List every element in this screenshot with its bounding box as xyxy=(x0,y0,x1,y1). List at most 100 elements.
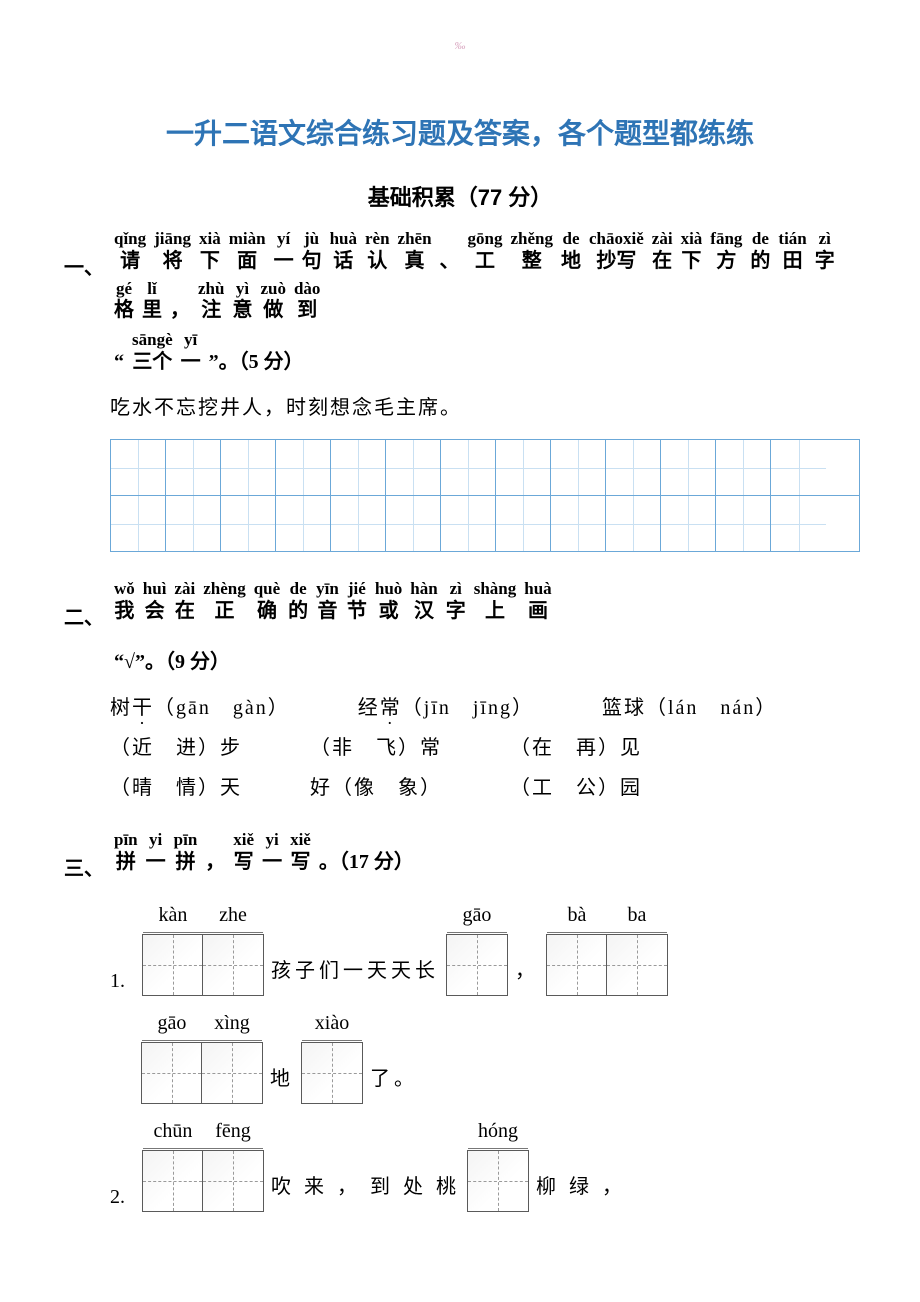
choice-item: （晴 情）天 xyxy=(110,773,242,803)
ruby-unit: fāng方 xyxy=(710,230,742,274)
tzg-cell xyxy=(661,496,716,551)
tzg-cell xyxy=(607,935,667,995)
ruby-unit: huà画 xyxy=(524,580,551,624)
tzg-cell xyxy=(276,440,331,495)
ruby-unit: rèn认 xyxy=(365,230,390,274)
tzg-cell xyxy=(547,935,607,995)
ruby-unit: wǒ我 xyxy=(114,580,135,624)
question-text: 柳 绿 ， xyxy=(536,1172,626,1202)
choice-item: 篮球（lán nán） xyxy=(602,693,777,723)
ruby-unit: zì字 xyxy=(815,230,835,274)
pinyin-box: chūnfēng xyxy=(142,1116,264,1212)
question-line: 1.kànzhe孩子们一天天长gāo，bàba xyxy=(110,900,860,996)
tzg-cell xyxy=(551,440,606,495)
tzg-cell xyxy=(496,496,551,551)
tzg-cell xyxy=(276,496,331,551)
question-line: gāoxìng地xiào了。 xyxy=(110,1008,860,1104)
tzg-cell xyxy=(716,496,771,551)
section-1-sentence: 吃水不忘挖井人，时刻想念毛主席。 xyxy=(110,393,860,423)
ruby-unit: x， xyxy=(170,280,190,324)
tzg-cell xyxy=(202,1043,262,1103)
pinyin-label: gāo xyxy=(142,1008,202,1040)
ruby-unit: yì意 xyxy=(232,280,252,324)
ruby-unit: pīn拼 xyxy=(174,831,198,875)
section-2-heading: wǒ我huì会zài在zhèng正què确de的yīn音jié节huò或hàn汉… xyxy=(110,580,855,630)
tzg-cell xyxy=(606,440,661,495)
tzg-cell xyxy=(606,496,661,551)
ruby-unit: x， xyxy=(205,831,225,875)
ruby-unit: tián田 xyxy=(778,230,806,274)
ruby-unit: jù句 xyxy=(302,230,322,274)
pinyin-label: kàn xyxy=(143,900,203,932)
ruby-unit: shàng上 xyxy=(474,580,517,624)
ruby-unit: x、 xyxy=(440,230,460,274)
section-1-label: x一、 xyxy=(60,230,110,383)
choice-row: （近 进）步（非 飞）常（在 再）见 xyxy=(110,733,860,763)
pinyin-label: xìng xyxy=(202,1008,262,1040)
tianzige-grid xyxy=(60,439,860,552)
ruby-unit: zhēn真 xyxy=(398,230,432,274)
choice-item: 经常（jīn jīng） xyxy=(358,693,534,723)
tzg-cell xyxy=(221,496,276,551)
ruby-unit: zhù注 xyxy=(198,280,224,324)
pinyin-box: hóng xyxy=(467,1116,529,1212)
choice-item: （近 进）步 xyxy=(110,733,242,763)
pinyin-label: bà xyxy=(547,900,607,932)
ruby-unit: lǐ里 xyxy=(142,280,162,324)
page-subtitle: 基础积累（77 分） xyxy=(60,180,860,212)
choice-item: 好（像 象） xyxy=(310,773,442,803)
ruby-unit: gōng工 xyxy=(468,230,503,274)
pinyin-label: chūn xyxy=(143,1116,203,1148)
ruby-unit: de的 xyxy=(750,230,770,274)
tzg-cell xyxy=(661,440,716,495)
choice-item: （工 公）园 xyxy=(510,773,642,803)
question-2: 2. chūnfēng吹 来 ， 到 处 桃hóng柳 绿 ， xyxy=(60,1116,860,1212)
tzg-cell xyxy=(302,1043,362,1103)
tzg-cell xyxy=(143,1151,203,1211)
tzg-cell xyxy=(496,440,551,495)
tzg-cell xyxy=(331,440,386,495)
choice-row: 树干（gān gàn） 经常（jīn jīng） 篮球（lán nán） xyxy=(110,693,860,723)
section-2-tail: x“√”。（9 分） xyxy=(110,632,855,682)
tzg-cell xyxy=(447,935,507,995)
ruby-unit: de的 xyxy=(288,580,308,624)
tzg-cell xyxy=(441,496,496,551)
tzg-cell xyxy=(203,935,263,995)
choice-item: 树干（gān gàn） xyxy=(110,693,290,723)
pinyin-label: ba xyxy=(607,900,667,932)
ruby-unit: què确 xyxy=(254,580,280,624)
pinyin-box: kànzhe xyxy=(142,900,264,996)
tzg-cell xyxy=(166,440,221,495)
tzg-cell xyxy=(468,1151,528,1211)
ruby-unit: jié节 xyxy=(347,580,367,624)
question-text: 吹 来 ， 到 处 桃 xyxy=(271,1172,460,1202)
page-title: 一升二语文综合练习题及答案，各个题型都练练 xyxy=(60,112,860,152)
pinyin-box: gāoxìng xyxy=(141,1008,263,1104)
tzg-cell xyxy=(441,440,496,495)
ruby-unit: gé格 xyxy=(114,280,134,324)
ruby-unit: xiě写 xyxy=(290,831,311,875)
ruby-unit: miàn面 xyxy=(229,230,266,274)
ruby-unit: sāngè三个 xyxy=(132,331,173,375)
ruby-unit: yīn音 xyxy=(316,580,339,624)
tzg-cell xyxy=(551,496,606,551)
choice-item: （非 飞）常 xyxy=(310,733,442,763)
question-number: 2. xyxy=(110,1182,125,1212)
section-2-label: x二、 xyxy=(60,580,110,683)
tzg-cell xyxy=(143,935,203,995)
ruby-unit: yi一 xyxy=(146,831,166,875)
choice-row: （晴 情）天 好（像 象） （工 公）园 xyxy=(110,773,860,803)
ruby-unit: xià下 xyxy=(681,230,703,274)
ruby-unit: chāoxiě抄写 xyxy=(589,230,644,274)
page-top-mark: ‰ xyxy=(60,40,860,52)
section-3-label: x三、 xyxy=(60,831,110,888)
tzg-cell xyxy=(716,440,771,495)
ruby-unit: huà话 xyxy=(330,230,357,274)
ruby-unit: zhěng整 xyxy=(511,230,554,274)
tzg-cell xyxy=(111,496,166,551)
pinyin-box: bàba xyxy=(546,900,668,996)
question-text: 地 xyxy=(270,1064,294,1094)
ruby-unit: yi一 xyxy=(262,831,282,875)
pinyin-box: xiào xyxy=(301,1008,363,1104)
ruby-unit: dào到 xyxy=(294,280,320,324)
